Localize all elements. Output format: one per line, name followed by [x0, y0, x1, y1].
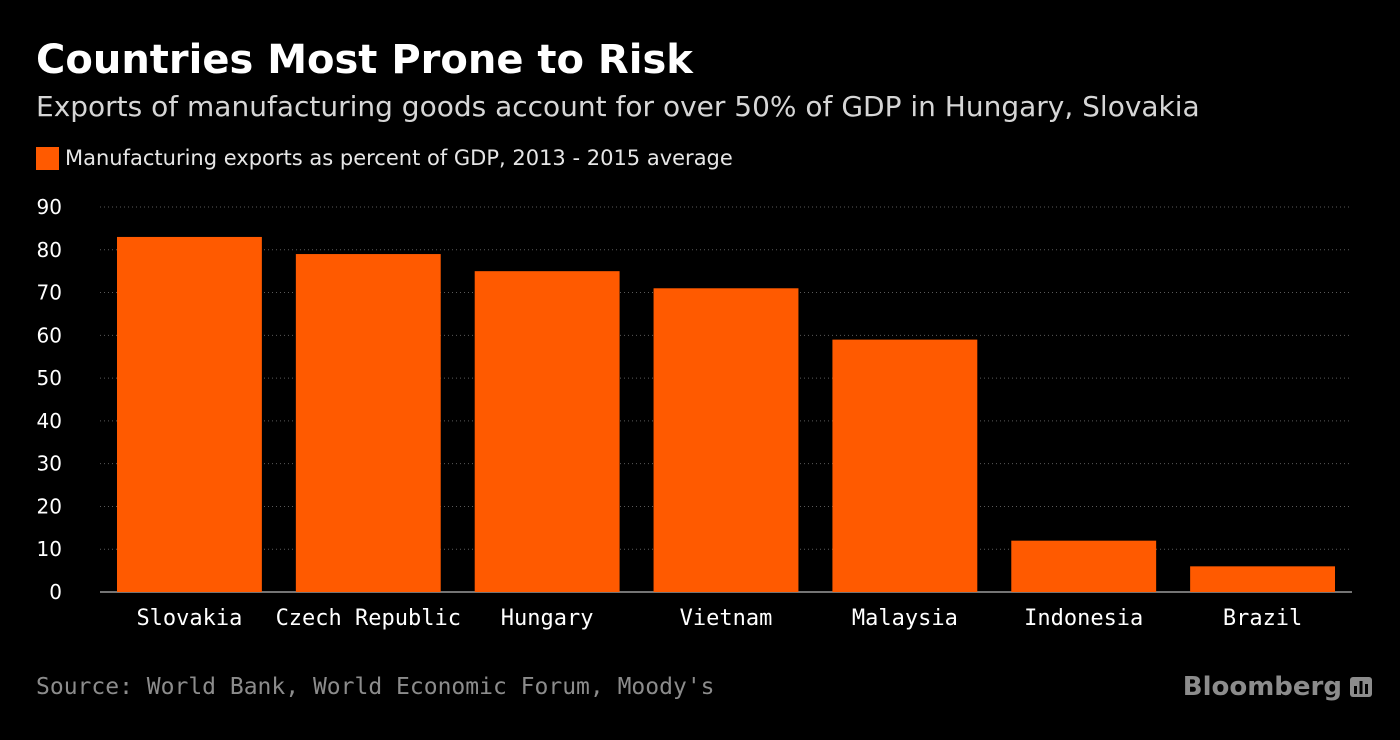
y-tick-label: 10	[37, 537, 62, 561]
bar	[1190, 566, 1336, 592]
brand-logo: Bloomberg	[1183, 672, 1372, 702]
y-tick-label: 80	[37, 238, 62, 262]
brand-name: Bloomberg	[1182, 672, 1342, 702]
x-tick-label: Brazil	[1223, 606, 1302, 631]
bar	[295, 254, 441, 593]
bloomberg-logo-icon	[1350, 677, 1372, 697]
y-tick-label: 50	[37, 366, 62, 390]
legend: Manufacturing exports as percent of GDP,…	[36, 143, 733, 173]
bar	[474, 271, 620, 592]
bar	[832, 339, 978, 592]
x-tick-label: Vietnam	[680, 606, 773, 631]
y-tick-label: 90	[37, 195, 62, 219]
bar	[653, 288, 799, 592]
y-tick-label: 40	[37, 409, 62, 433]
bar	[116, 236, 262, 592]
y-tick-label: 20	[37, 494, 62, 518]
source-note: Source: World Bank, World Economic Forum…	[36, 674, 715, 700]
legend-label: Manufacturing exports as percent of GDP,…	[65, 146, 733, 170]
x-tick-label: Slovakia	[136, 606, 242, 631]
x-tick-label: Indonesia	[1024, 606, 1143, 631]
x-tick-label: Malaysia	[852, 606, 958, 631]
y-tick-label: 70	[37, 281, 62, 305]
chart-subtitle: Exports of manufacturing goods account f…	[36, 90, 1200, 123]
y-tick-label: 30	[37, 452, 62, 476]
chart-title: Countries Most Prone to Risk	[36, 37, 693, 83]
x-tick-label: Czech Republic	[276, 606, 461, 631]
legend-swatch	[36, 146, 59, 170]
bar	[1011, 540, 1157, 592]
y-tick-label: 60	[37, 323, 62, 347]
y-tick-label: 0	[49, 580, 62, 604]
x-tick-label: Hungary	[501, 606, 594, 631]
